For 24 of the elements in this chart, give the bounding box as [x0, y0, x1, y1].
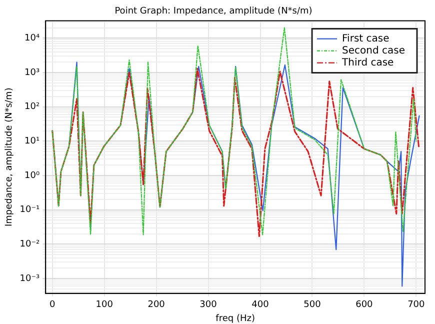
- y-tick-label: 10⁻¹: [20, 205, 40, 216]
- y-tick-label: 10⁴: [24, 33, 40, 44]
- x-tick-label: 400: [252, 300, 270, 310]
- y-axis-title: Impedance, amplitude (N*s/m): [4, 88, 15, 227]
- line-series: [52, 68, 420, 238]
- y-tick-label: 10²: [24, 102, 40, 112]
- y-tick-label: 10³: [24, 68, 40, 78]
- legend-label: Third case: [341, 57, 394, 68]
- x-tick-label: 700: [408, 300, 426, 310]
- legend-label: First case: [342, 33, 390, 44]
- y-tick-label: 10¹: [24, 136, 40, 147]
- x-tick-label: 100: [96, 300, 114, 310]
- x-axis-title: freq (Hz): [216, 314, 255, 324]
- y-tick-label: 10⁰: [24, 170, 40, 181]
- y-tick-label: 10⁻²: [20, 240, 40, 250]
- x-tick-label: 200: [148, 300, 166, 310]
- x-tick-label: 300: [200, 300, 218, 310]
- x-tick-label: 0: [50, 300, 56, 310]
- line-series: [52, 27, 417, 236]
- y-tick-label: 10⁻³: [20, 274, 40, 284]
- x-tick-label: 500: [304, 300, 322, 310]
- chart-title: Point Graph: Impedance, amplitude (N*s/m): [114, 6, 312, 17]
- legend-label: Second case: [342, 45, 405, 56]
- x-tick-label: 600: [356, 300, 374, 310]
